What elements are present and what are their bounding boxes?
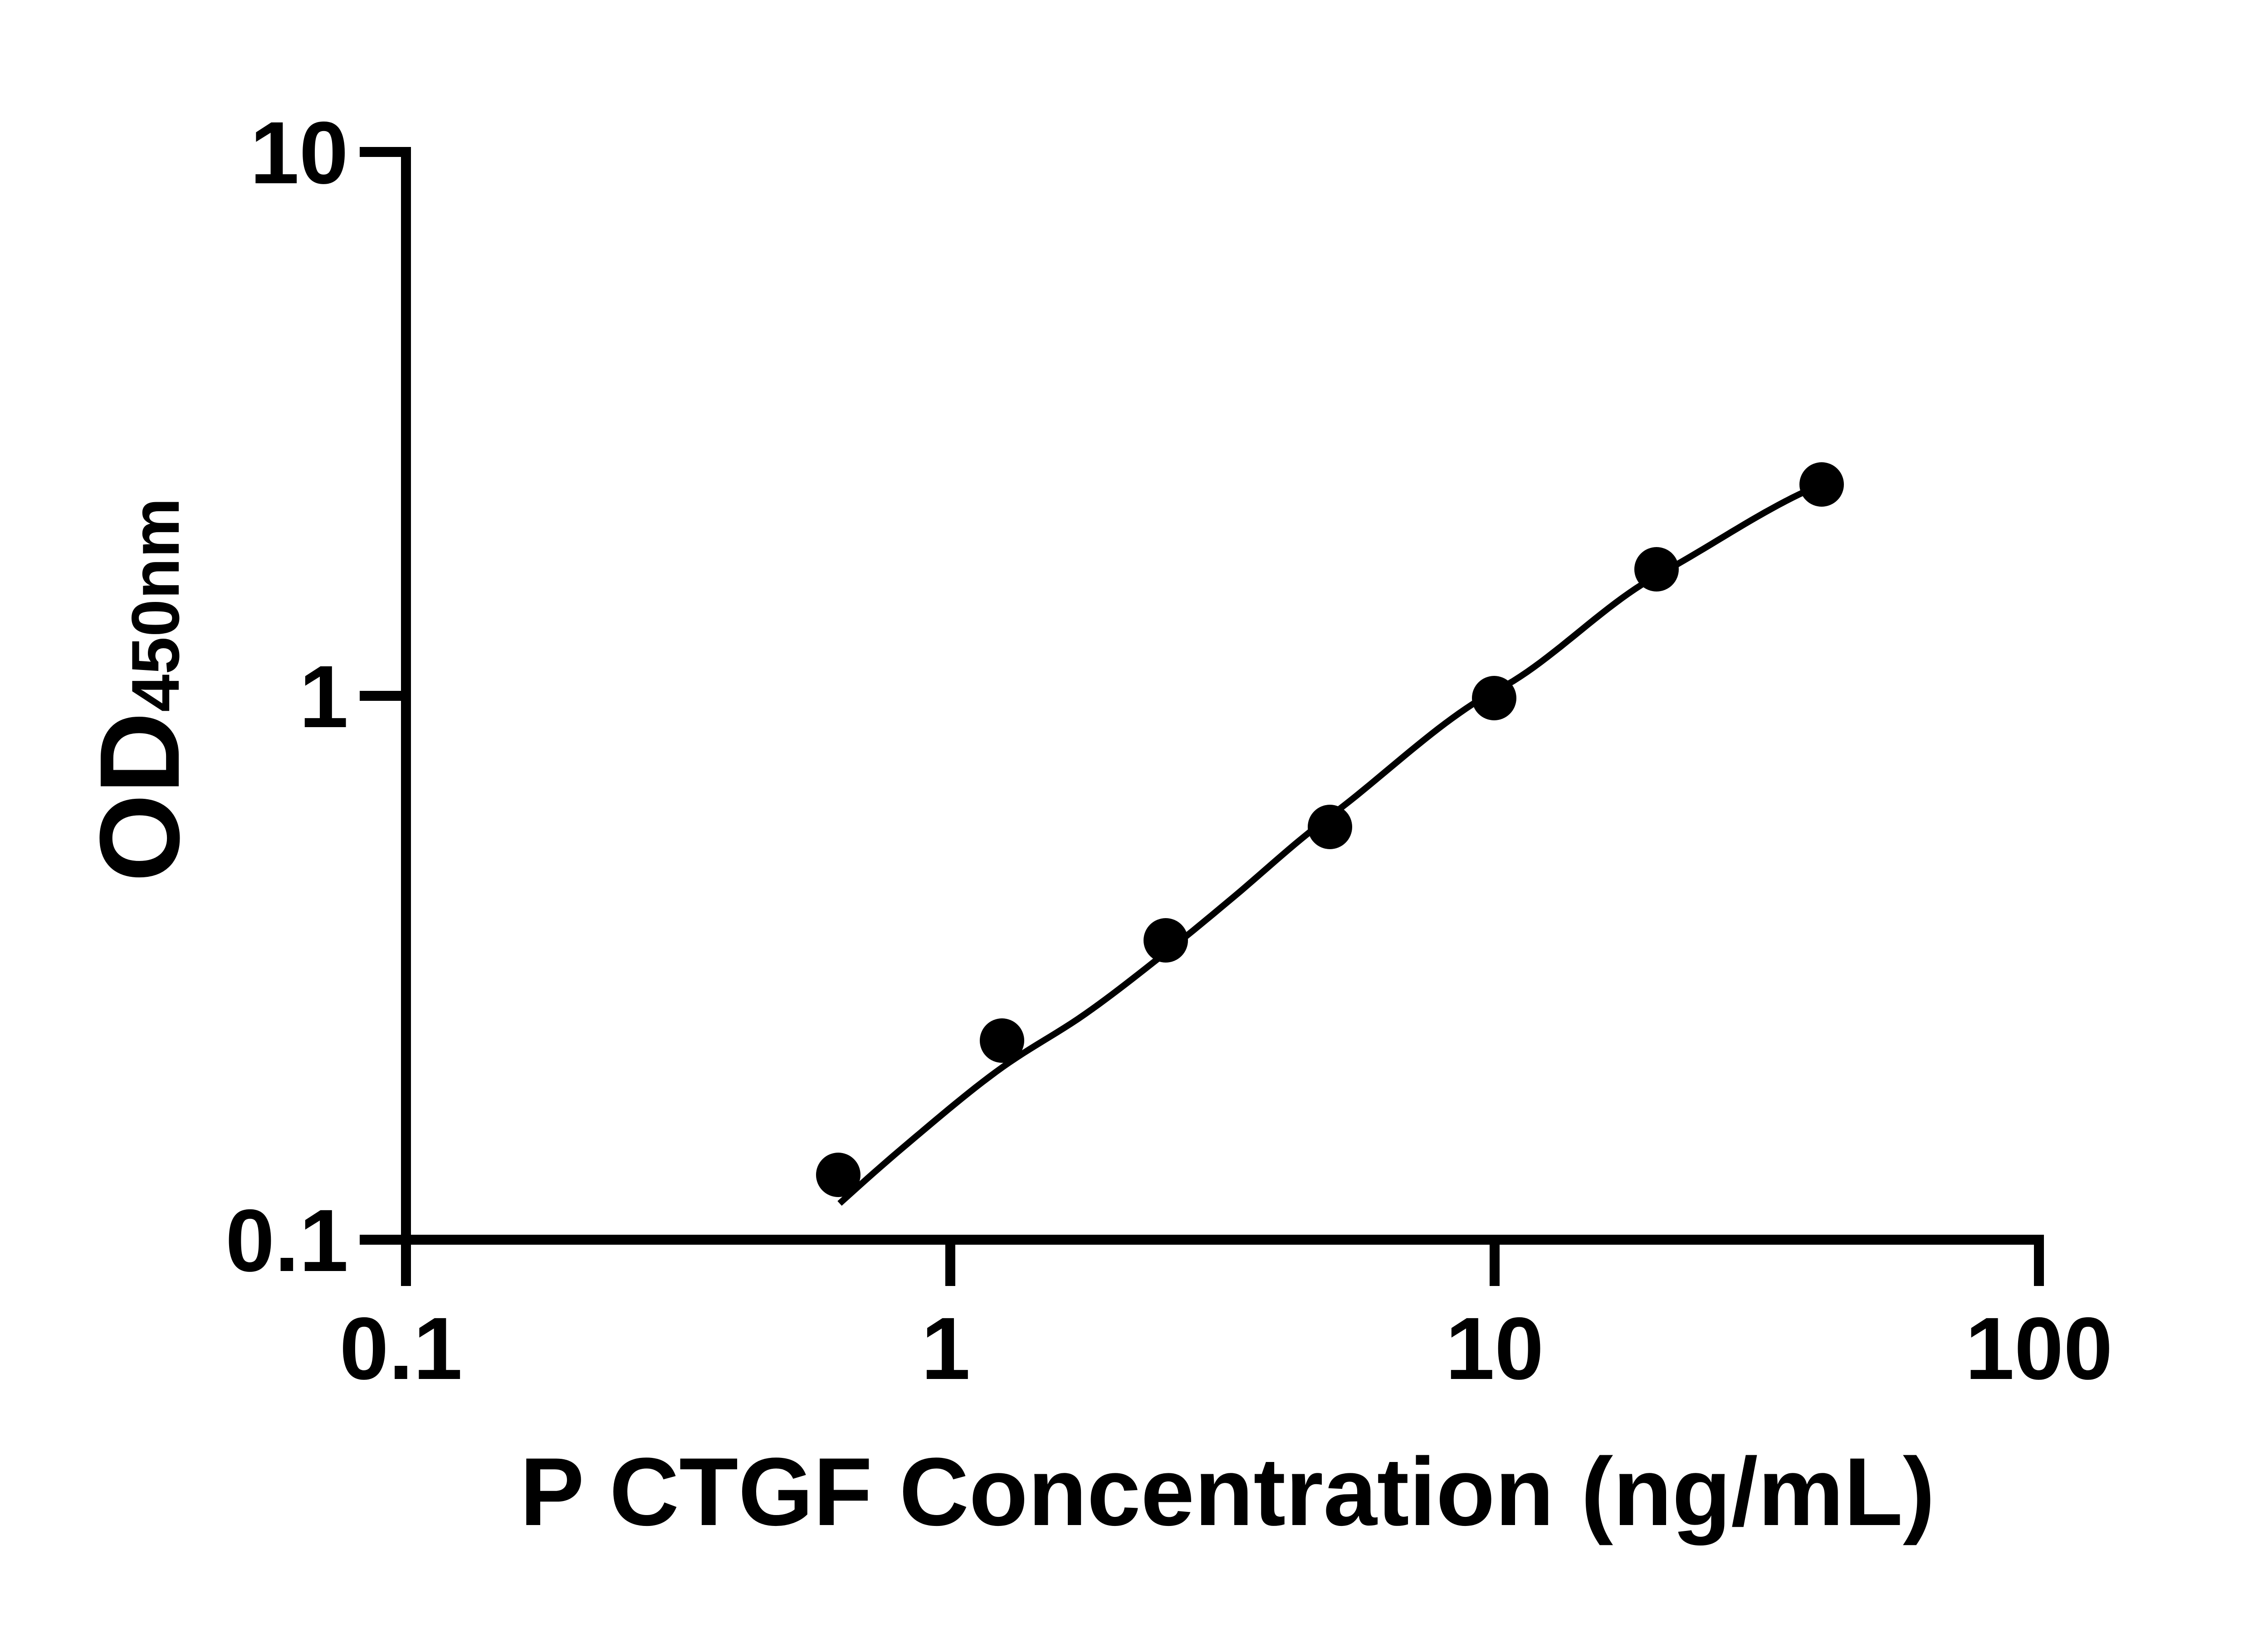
svg-text:OD450nm: OD450nm: [76, 498, 203, 882]
svg-text:P CTGF Concentration (ng/mL): P CTGF Concentration (ng/mL): [520, 1438, 1935, 1546]
svg-text:100: 100: [1965, 1299, 2112, 1398]
svg-text:10: 10: [1446, 1299, 1544, 1398]
svg-text:1: 1: [921, 1299, 970, 1398]
svg-text:1: 1: [299, 647, 348, 746]
svg-text:0.1: 0.1: [339, 1299, 462, 1398]
svg-text:0.1: 0.1: [225, 1191, 348, 1290]
svg-text:10: 10: [250, 103, 348, 202]
